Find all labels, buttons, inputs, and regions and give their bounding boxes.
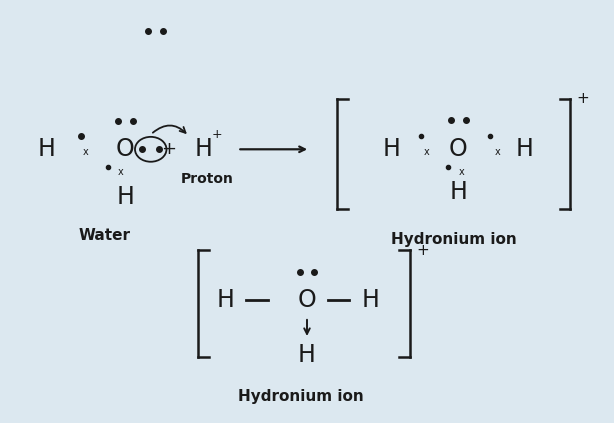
Text: Hydronium ion: Hydronium ion [238, 389, 364, 404]
Text: Hydronium ion: Hydronium ion [391, 232, 517, 247]
Text: O: O [116, 137, 134, 161]
Text: x: x [459, 167, 464, 177]
Text: H: H [362, 288, 379, 312]
FancyArrowPatch shape [153, 126, 185, 133]
Text: Water: Water [78, 228, 130, 243]
Text: H: H [117, 185, 134, 209]
Text: +: + [161, 140, 176, 158]
Text: Proton: Proton [181, 172, 233, 186]
Text: x: x [494, 147, 500, 157]
Text: H: H [216, 288, 234, 312]
Text: H: H [516, 137, 534, 161]
Text: H: H [195, 137, 213, 161]
Text: O: O [449, 137, 468, 161]
Text: +: + [577, 91, 589, 107]
Text: x: x [424, 147, 429, 157]
Text: +: + [416, 242, 429, 258]
Text: +: + [212, 128, 223, 141]
Text: O: O [298, 288, 316, 312]
Text: H: H [449, 180, 467, 204]
Text: H: H [37, 137, 55, 161]
Text: H: H [298, 343, 316, 367]
Text: x: x [83, 147, 89, 157]
Text: H: H [383, 137, 401, 161]
Text: x: x [118, 167, 124, 177]
